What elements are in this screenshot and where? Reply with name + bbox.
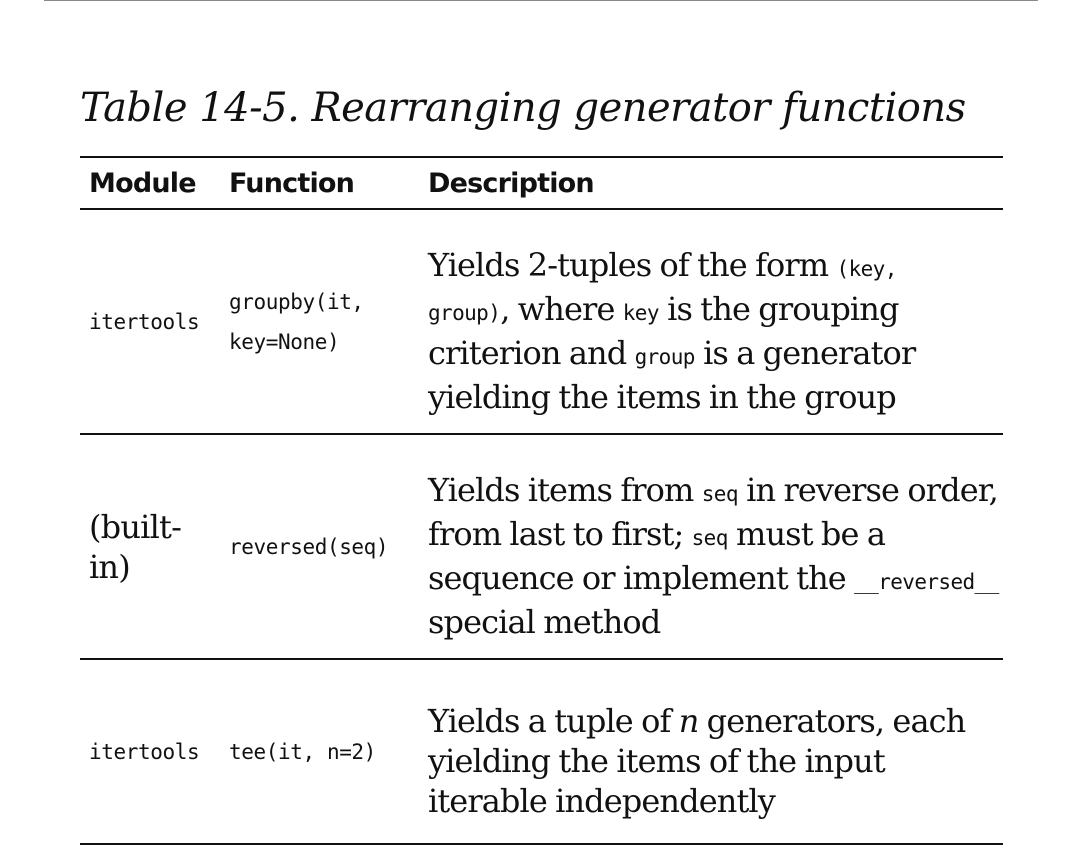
function-cell: reversed(seq) <box>220 434 414 660</box>
table-caption: Table 14-5. Rearranging generator functi… <box>80 85 966 131</box>
description-text: special method <box>428 602 661 641</box>
table-row: itertools groupby(it, key=None) Yields 2-… <box>80 209 1003 435</box>
function-cell: groupby(it, key=None) <box>220 209 414 435</box>
function-cell: tee(it, n=2) <box>220 659 414 845</box>
generator-functions-table: Module Function Description itertools gr… <box>80 156 1003 845</box>
description-text: is the grouping criterion and <box>428 289 899 372</box>
inline-code: seq <box>701 481 739 506</box>
table-row: (built-in) reversed(seq) Yields items fr… <box>80 434 1003 660</box>
description-cell: Yields items from seq in reverse order, … <box>414 434 1003 660</box>
module-cell: (built-in) <box>80 434 220 660</box>
module-cell: itertools <box>80 659 220 845</box>
inline-code: group <box>634 344 696 369</box>
table-row: itertools tee(it, n=2) Yields a tuple of… <box>80 659 1003 845</box>
function-signature-line: key=None) <box>229 329 340 354</box>
header-function: Function <box>220 156 414 210</box>
description-text: is a generator yielding the items in the… <box>428 333 916 416</box>
top-divider <box>44 0 1038 1</box>
header-module: Module <box>80 156 220 210</box>
inline-code: seq <box>691 525 729 550</box>
description-text: in reverse order, from last to first; <box>428 470 999 553</box>
table-header-row: Module Function Description <box>80 156 1003 210</box>
module-cell: itertools <box>80 209 220 435</box>
inline-code: key <box>622 300 660 325</box>
inline-code: __reversed__ <box>854 569 999 594</box>
description-cell: Yields 2-tuples of the form (key, group),… <box>414 209 1003 435</box>
description-text: must be a sequence or implement the <box>428 514 886 597</box>
description-text: Yields 2-tuples of the form <box>428 245 837 284</box>
italic-variable: n <box>678 701 700 740</box>
description-text: Yields items from <box>428 470 702 509</box>
inline-code: group) <box>428 300 501 325</box>
header-description: Description <box>414 156 1003 210</box>
inline-code: (key, <box>836 256 898 281</box>
description-text: generators, each yielding the items of t… <box>428 701 966 820</box>
description-cell: Yields a tuple of n generators, each yie… <box>414 659 1003 845</box>
description-text: , where <box>500 289 623 328</box>
description-text: Yields a tuple of <box>428 701 679 740</box>
function-signature-line: groupby(it, <box>229 289 364 314</box>
